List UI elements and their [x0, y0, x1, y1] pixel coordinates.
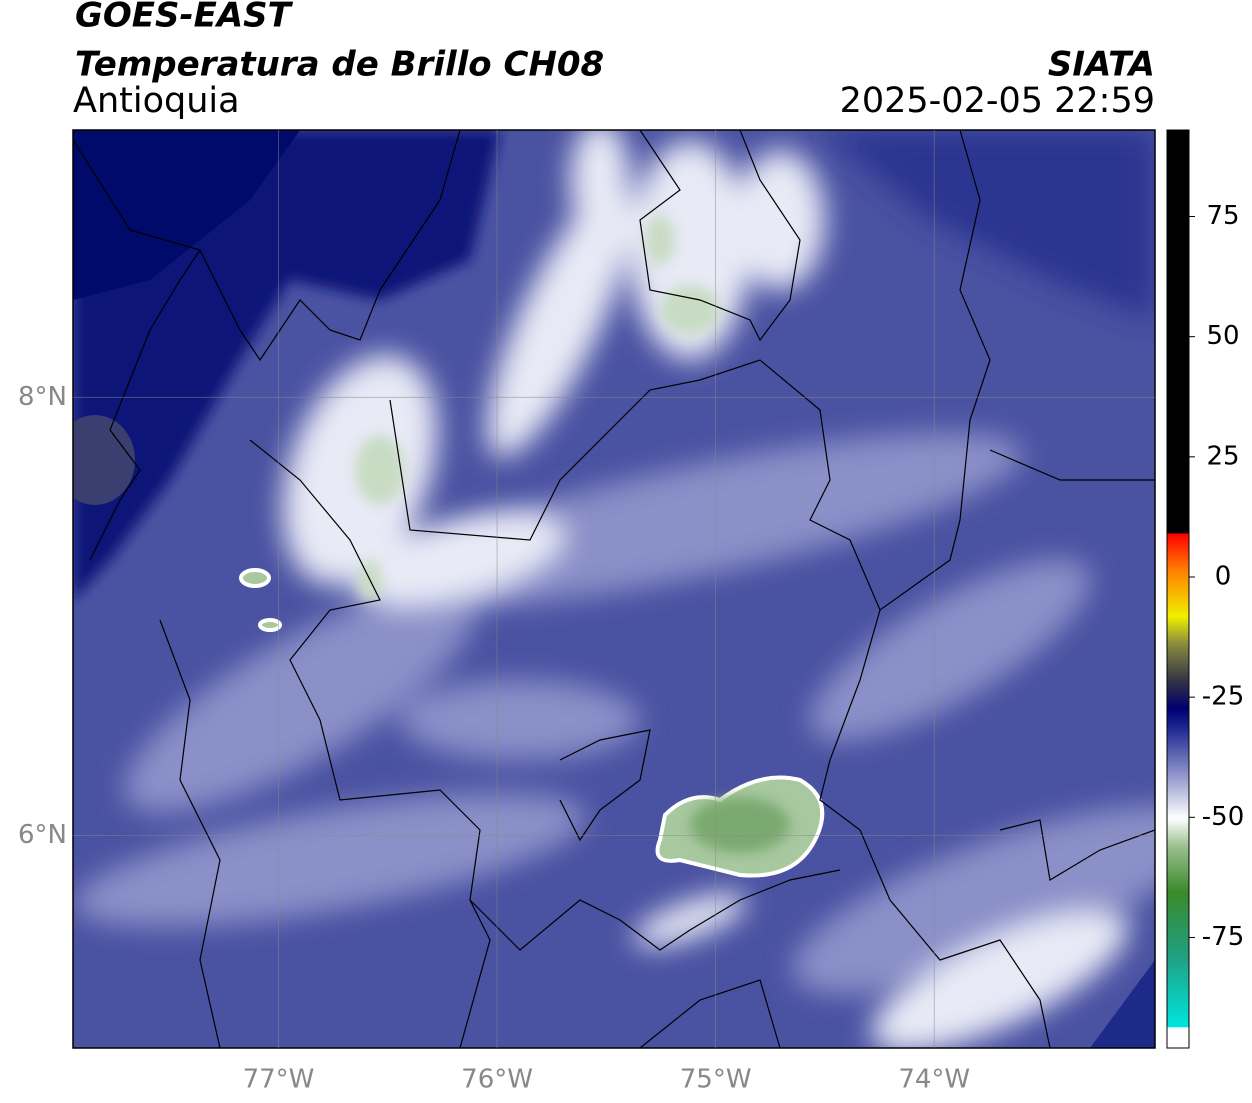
datetime: 2025-02-05 22:59	[840, 81, 1155, 121]
borders	[73, 130, 1155, 1048]
x-tick-label: 75°W	[680, 1065, 752, 1095]
colorbar-tick-label: 25	[1206, 441, 1239, 471]
colorbar-tick-label: 75	[1206, 201, 1239, 231]
colorbar-tick-label: -50	[1202, 802, 1244, 832]
colorbar-tick-label: -25	[1202, 682, 1244, 712]
colorbar-tick-label: 0	[1215, 561, 1232, 591]
colorbar-tick-label: -75	[1202, 922, 1244, 952]
x-tick-label: 77°W	[243, 1065, 315, 1095]
y-tick-label: 6°N	[18, 820, 67, 850]
x-tick-label: 76°W	[461, 1065, 533, 1095]
title: GOES-EAST	[75, 0, 294, 36]
satellite-image	[73, 130, 1155, 1048]
source: SIATA	[1048, 45, 1155, 85]
y-tick-label: 8°N	[18, 382, 67, 412]
colorbar-tick-label: 50	[1206, 321, 1239, 351]
subtitle: Temperatura de Brillo CH08	[75, 45, 604, 85]
plot-frame	[72, 129, 1156, 1049]
colorbar	[1166, 129, 1190, 1049]
region: Antioquia	[73, 81, 240, 121]
x-tick-label: 74°W	[898, 1065, 970, 1095]
